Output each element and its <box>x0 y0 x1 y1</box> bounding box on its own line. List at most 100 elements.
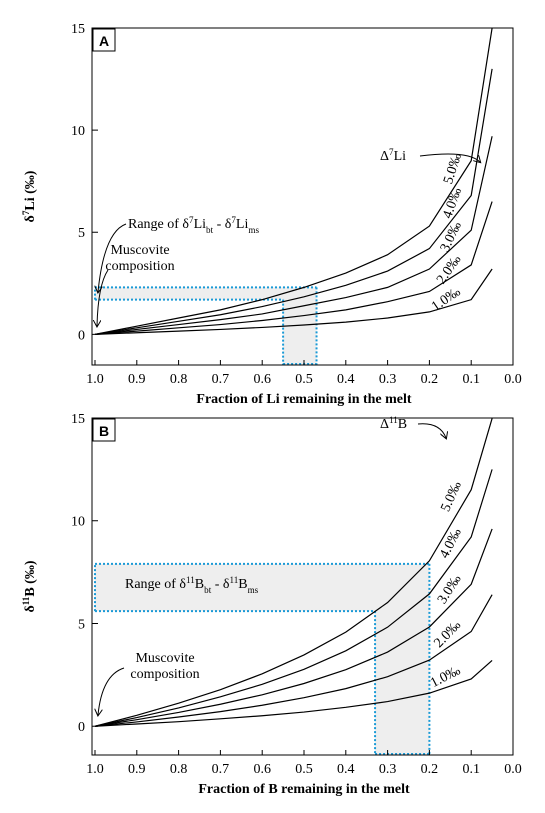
delta-label: Δ7Li <box>380 147 406 164</box>
text-part: - δ <box>211 577 230 592</box>
x-tick-label: 0.5 <box>295 762 313 777</box>
text-part: 7 <box>21 210 31 215</box>
y-tick-label: 5 <box>78 226 85 241</box>
y-axis-label: δ7Li (‰) <box>21 170 38 222</box>
x-tick-label: 0.9 <box>128 372 146 387</box>
panel-label: B <box>99 423 109 439</box>
text-part: B <box>195 577 204 592</box>
curve-label: 4.0‰ <box>437 526 465 561</box>
curve <box>94 660 493 727</box>
annotation-arrow <box>419 153 480 162</box>
x-tick-label: 0.0 <box>504 372 522 387</box>
text-part: Li (‰) <box>23 170 38 210</box>
panel-label: A <box>99 33 109 49</box>
x-tick-label: 0.6 <box>253 372 271 387</box>
text-part: 7 <box>189 215 194 225</box>
text-part: B (‰) <box>23 560 38 597</box>
text-part: δ <box>23 215 38 222</box>
text-part: ms <box>248 585 259 595</box>
x-tick-label: 0.3 <box>379 762 397 777</box>
y-tick-label: 5 <box>78 617 85 632</box>
text-part: 7 <box>389 147 394 157</box>
curve <box>94 136 493 335</box>
muscovite-label: composition <box>105 259 174 274</box>
x-axis-label: Fraction of Li remaining in the melt <box>196 392 411 407</box>
x-tick-label: 0.8 <box>170 372 188 387</box>
x-tick-label: 0.1 <box>462 372 480 387</box>
range-label: Range of δ11Bbt - δ11Bms <box>125 575 259 595</box>
x-tick-label: 0.7 <box>212 372 230 387</box>
plot-frame <box>91 27 514 366</box>
text-part: 7 <box>231 215 236 225</box>
panel-label-box <box>92 28 116 52</box>
range-label: Range of δ7Libt - δ7Lims <box>128 215 259 235</box>
text-part: ms <box>248 225 259 235</box>
y-tick-label: 0 <box>78 328 85 343</box>
curve-label: 3.0‰ <box>438 220 465 255</box>
curve <box>94 528 493 727</box>
text-part: bt <box>206 225 214 235</box>
plot-frame <box>91 417 514 756</box>
curve <box>94 469 493 727</box>
text-part: B <box>238 577 247 592</box>
curve <box>94 27 493 335</box>
y-tick-label: 10 <box>71 124 85 139</box>
muscovite-label: composition <box>130 667 199 682</box>
x-tick-label: 0.9 <box>128 762 146 777</box>
delta-label: Δ11B <box>380 415 407 432</box>
text-part: Range of δ <box>128 217 189 232</box>
x-tick-label: 0.0 <box>504 762 522 777</box>
annotation-arrow <box>97 269 109 326</box>
x-axis-label: Fraction of B remaining in the melt <box>198 782 410 797</box>
x-tick-label: 0.5 <box>295 372 313 387</box>
curve-label: 2.0‰ <box>434 253 464 287</box>
curve <box>94 201 493 335</box>
x-tick-label: 0.7 <box>212 762 230 777</box>
text-part: Range of δ <box>125 577 186 592</box>
x-tick-label: 0.3 <box>379 372 397 387</box>
annotation-arrow <box>98 667 125 715</box>
text-part: Δ <box>380 417 389 432</box>
y-tick-label: 0 <box>78 720 85 735</box>
curve-label: 5.0‰ <box>441 151 465 186</box>
x-tick-label: 0.6 <box>253 762 271 777</box>
curve-label: 2.0‰ <box>431 618 464 651</box>
text-part: 11 <box>229 575 238 585</box>
curve <box>94 418 493 727</box>
x-tick-label: 0.4 <box>337 372 355 387</box>
text-part: δ <box>23 605 38 612</box>
curve-label: 3.0‰ <box>435 572 465 607</box>
curve <box>94 68 493 335</box>
curve-label: 1.0‰ <box>428 663 463 691</box>
x-tick-label: 0.4 <box>337 762 355 777</box>
curve-label: 4.0‰ <box>440 186 465 221</box>
y-axis-label: δ11B (‰) <box>21 560 38 612</box>
text-part: Li <box>394 149 407 164</box>
text-part: B <box>398 417 407 432</box>
text-part: Li <box>236 217 249 232</box>
x-tick-label: 0.1 <box>462 762 480 777</box>
text-part: Δ <box>380 149 389 164</box>
muscovite-label: Muscovite <box>110 243 169 258</box>
range-shade <box>95 287 317 365</box>
curve <box>94 268 493 335</box>
text-part: bt <box>204 585 212 595</box>
text-part: Li <box>194 217 207 232</box>
muscovite-label: Muscovite <box>135 651 194 666</box>
annotation-arrow <box>98 223 127 292</box>
y-tick-label: 15 <box>71 22 85 37</box>
text-part: 11 <box>21 596 31 605</box>
x-tick-label: 0.2 <box>421 762 439 777</box>
y-tick-label: 15 <box>71 412 85 427</box>
text-part: - δ <box>213 217 232 232</box>
text-part: 11 <box>186 575 195 585</box>
x-tick-label: 0.8 <box>170 762 188 777</box>
x-tick-label: 1.0 <box>86 372 104 387</box>
annotation-arrow <box>417 423 446 438</box>
range-shade <box>95 563 430 755</box>
panel-label-box <box>92 418 116 442</box>
x-tick-label: 0.2 <box>421 372 439 387</box>
y-tick-label: 10 <box>71 515 85 530</box>
